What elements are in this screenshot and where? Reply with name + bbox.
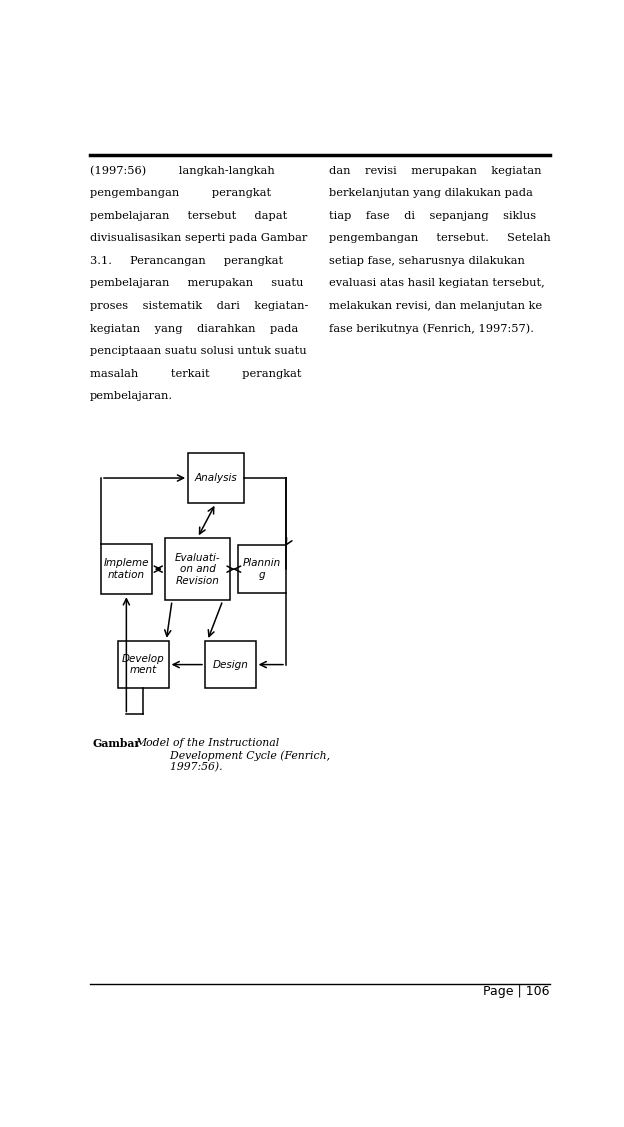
Text: Plannin
g: Plannin g — [243, 558, 281, 580]
Text: melakukan revisi, dan melanjutan ke: melakukan revisi, dan melanjutan ke — [329, 301, 543, 311]
Text: proses    sistematik    dari    kegiatan-: proses sistematik dari kegiatan- — [90, 301, 308, 311]
Text: Analysis: Analysis — [195, 473, 237, 483]
Text: masalah         terkait         perangkat: masalah terkait perangkat — [90, 369, 301, 379]
Text: setiap fase, seharusnya dilakukan: setiap fase, seharusnya dilakukan — [329, 256, 525, 266]
FancyBboxPatch shape — [165, 538, 230, 601]
Text: pengembangan     tersebut.     Setelah: pengembangan tersebut. Setelah — [329, 233, 551, 243]
Text: Design: Design — [212, 659, 248, 669]
Text: 3.1.     Perancangan     perangkat: 3.1. Perancangan perangkat — [90, 256, 283, 266]
FancyBboxPatch shape — [188, 453, 243, 503]
Text: Model of the Instructional
          Development Cycle (Fenrich,
          1997:: Model of the Instructional Development C… — [135, 738, 330, 773]
Text: (1997:56)         langkah-langkah: (1997:56) langkah-langkah — [90, 166, 275, 176]
Text: tiap    fase    di    sepanjang    siklus: tiap fase di sepanjang siklus — [329, 211, 537, 221]
Text: berkelanjutan yang dilakukan pada: berkelanjutan yang dilakukan pada — [329, 188, 534, 198]
Text: fase berikutnya (Fenrich, 1997:57).: fase berikutnya (Fenrich, 1997:57). — [329, 323, 535, 334]
Text: pembelajaran     tersebut     dapat: pembelajaran tersebut dapat — [90, 211, 287, 221]
FancyBboxPatch shape — [101, 544, 152, 594]
Text: pengembangan         perangkat: pengembangan perangkat — [90, 188, 271, 198]
Text: kegiatan    yang    diarahkan    pada: kegiatan yang diarahkan pada — [90, 323, 298, 334]
Text: divisualisasikan seperti pada Gambar: divisualisasikan seperti pada Gambar — [90, 233, 308, 243]
Text: pembelajaran     merupakan     suatu: pembelajaran merupakan suatu — [90, 278, 303, 289]
Text: penciptaaan suatu solusi untuk suatu: penciptaaan suatu solusi untuk suatu — [90, 346, 307, 356]
Text: evaluasi atas hasil kegiatan tersebut,: evaluasi atas hasil kegiatan tersebut, — [329, 278, 545, 289]
FancyBboxPatch shape — [118, 641, 168, 689]
Text: dan    revisi    merupakan    kegiatan: dan revisi merupakan kegiatan — [329, 166, 542, 176]
Text: Page | 106: Page | 106 — [483, 985, 550, 999]
Text: Gambar: Gambar — [92, 738, 140, 749]
Text: Develop
ment: Develop ment — [122, 654, 165, 675]
Text: Impleme
ntation: Impleme ntation — [104, 558, 149, 580]
FancyBboxPatch shape — [238, 545, 286, 593]
FancyBboxPatch shape — [205, 641, 256, 689]
Text: Evaluati-
on and
Revision: Evaluati- on and Revision — [175, 552, 220, 586]
Text: pembelajaran.: pembelajaran. — [90, 391, 173, 401]
